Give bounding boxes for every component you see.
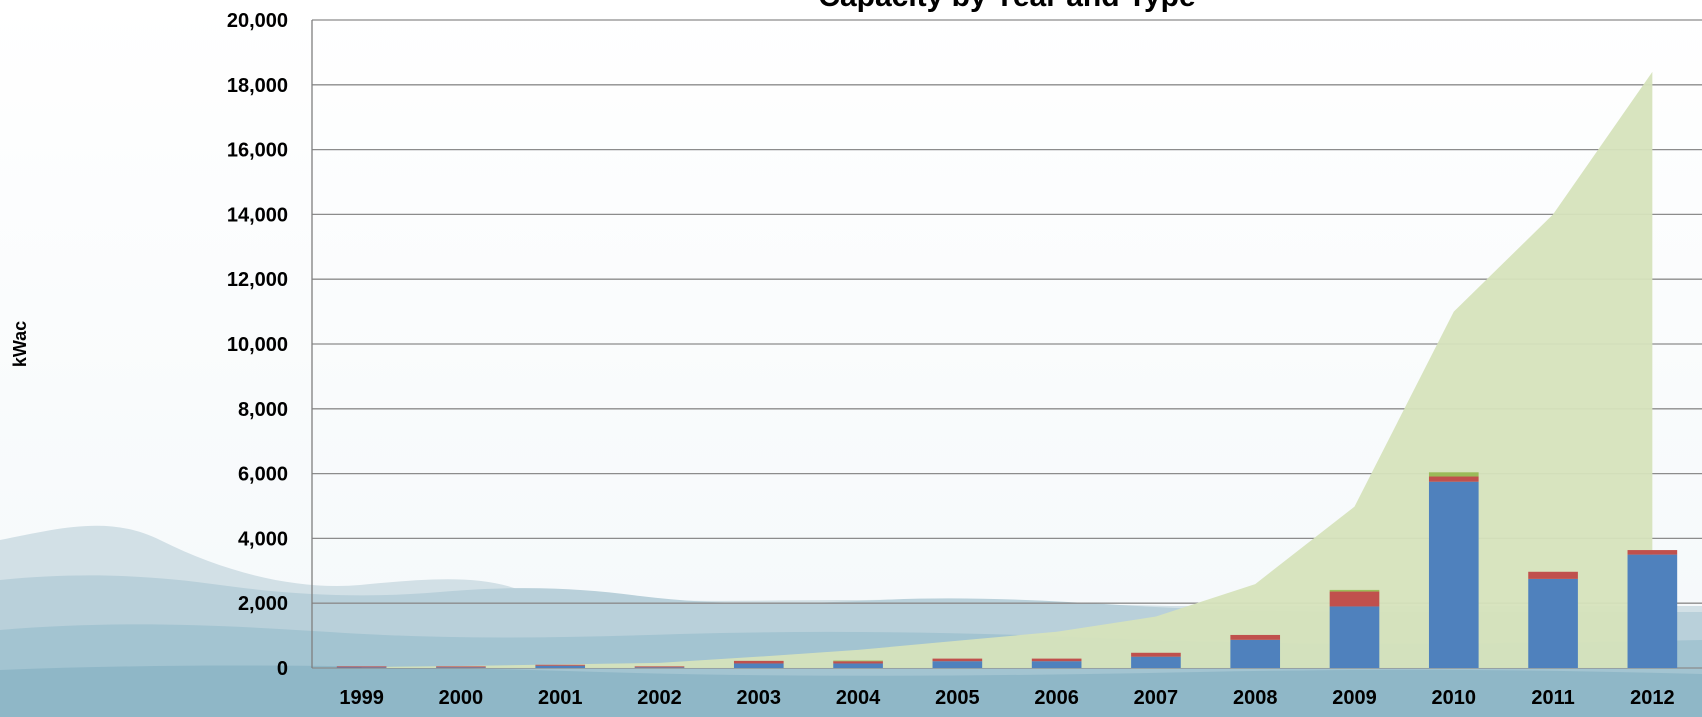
x-tick-label: 2000 bbox=[439, 687, 484, 709]
x-tick-label: 2001 bbox=[538, 687, 583, 709]
bar-2004-segment-2 bbox=[833, 660, 883, 662]
y-tick-label: 6,000 bbox=[238, 464, 288, 486]
y-tick-label: 0 bbox=[277, 658, 288, 680]
bar-2010-segment-2 bbox=[1428, 472, 1479, 477]
bar-2009-segment-2 bbox=[1329, 589, 1380, 592]
bar-2004-segment-0 bbox=[833, 663, 883, 668]
y-tick-label: 18,000 bbox=[227, 75, 288, 97]
bar-2007-segment-1 bbox=[1131, 652, 1181, 657]
x-tick-label: 2009 bbox=[1332, 687, 1377, 709]
bar-2005-segment-1 bbox=[932, 658, 983, 662]
plot-area: 0 2,000 4,000 6,000 8,000 10,000 12,000 14,000 1… bbox=[10, 0, 1702, 709]
bar-2005-segment-0 bbox=[932, 661, 983, 668]
bar-2000-segment-0 bbox=[436, 667, 486, 668]
x-tick-label: 2004 bbox=[836, 687, 881, 709]
bar-2006-segment-0 bbox=[1031, 661, 1082, 668]
x-tick-label: 2002 bbox=[637, 687, 682, 709]
bar-2011-segment-0 bbox=[1528, 578, 1578, 668]
bar-2000-segment-1 bbox=[436, 666, 486, 668]
x-tick-label: 2011 bbox=[1531, 687, 1574, 709]
y-tick-label: 16,000 bbox=[227, 140, 288, 162]
y-tick-label: 4,000 bbox=[238, 528, 288, 550]
y-tick-label: 8,000 bbox=[238, 399, 288, 421]
y-tick-label: 2,000 bbox=[238, 593, 288, 615]
x-tick-label: 2005 bbox=[935, 687, 980, 709]
bar-2004-segment-1 bbox=[833, 661, 883, 664]
bar-2010-segment-1 bbox=[1428, 476, 1479, 482]
bar-2007-segment-0 bbox=[1131, 656, 1181, 668]
x-tick-label: 2008 bbox=[1233, 687, 1278, 709]
bar-2003-segment-1 bbox=[733, 660, 784, 664]
x-tick-label: 2006 bbox=[1034, 687, 1079, 709]
x-tick-label: 2012 bbox=[1630, 687, 1675, 709]
bar-1999-segment-0 bbox=[336, 667, 387, 668]
bar-2002-segment-0 bbox=[634, 667, 685, 668]
bar-2001-segment-0 bbox=[535, 665, 586, 668]
y-tick-label: 14,000 bbox=[227, 204, 288, 226]
x-tick-label: 1999 bbox=[339, 687, 384, 709]
x-tick-label: 2007 bbox=[1134, 687, 1179, 709]
cumulative-area-series bbox=[361, 71, 1653, 669]
bar-1999-segment-1 bbox=[336, 666, 387, 668]
y-tick-label: 10,000 bbox=[227, 334, 288, 356]
bar-2008-segment-0 bbox=[1230, 639, 1281, 668]
bar-2012-segment-0 bbox=[1627, 554, 1678, 668]
bar-2003-segment-0 bbox=[733, 663, 784, 668]
y-tick-label: 20,000 bbox=[227, 10, 288, 32]
bar-2010-segment-0 bbox=[1428, 481, 1479, 668]
x-tick-label: 2010 bbox=[1432, 687, 1477, 709]
bar-2011-segment-1 bbox=[1528, 571, 1578, 579]
bar-2009-segment-1 bbox=[1329, 591, 1380, 607]
chart-title: Capacity by Year and Type bbox=[818, 0, 1195, 13]
bar-2008-segment-1 bbox=[1230, 634, 1281, 640]
bar-2002-segment-1 bbox=[634, 666, 685, 668]
bar-2012-segment-1 bbox=[1627, 550, 1678, 555]
bar-2001-segment-1 bbox=[535, 664, 586, 666]
y-tick-label: 12,000 bbox=[227, 269, 288, 291]
x-tick-label: 2003 bbox=[737, 687, 782, 709]
bar-2009-segment-0 bbox=[1329, 606, 1380, 668]
y-axis-title: kWac bbox=[10, 321, 30, 367]
bar-2006-segment-1 bbox=[1031, 658, 1082, 662]
